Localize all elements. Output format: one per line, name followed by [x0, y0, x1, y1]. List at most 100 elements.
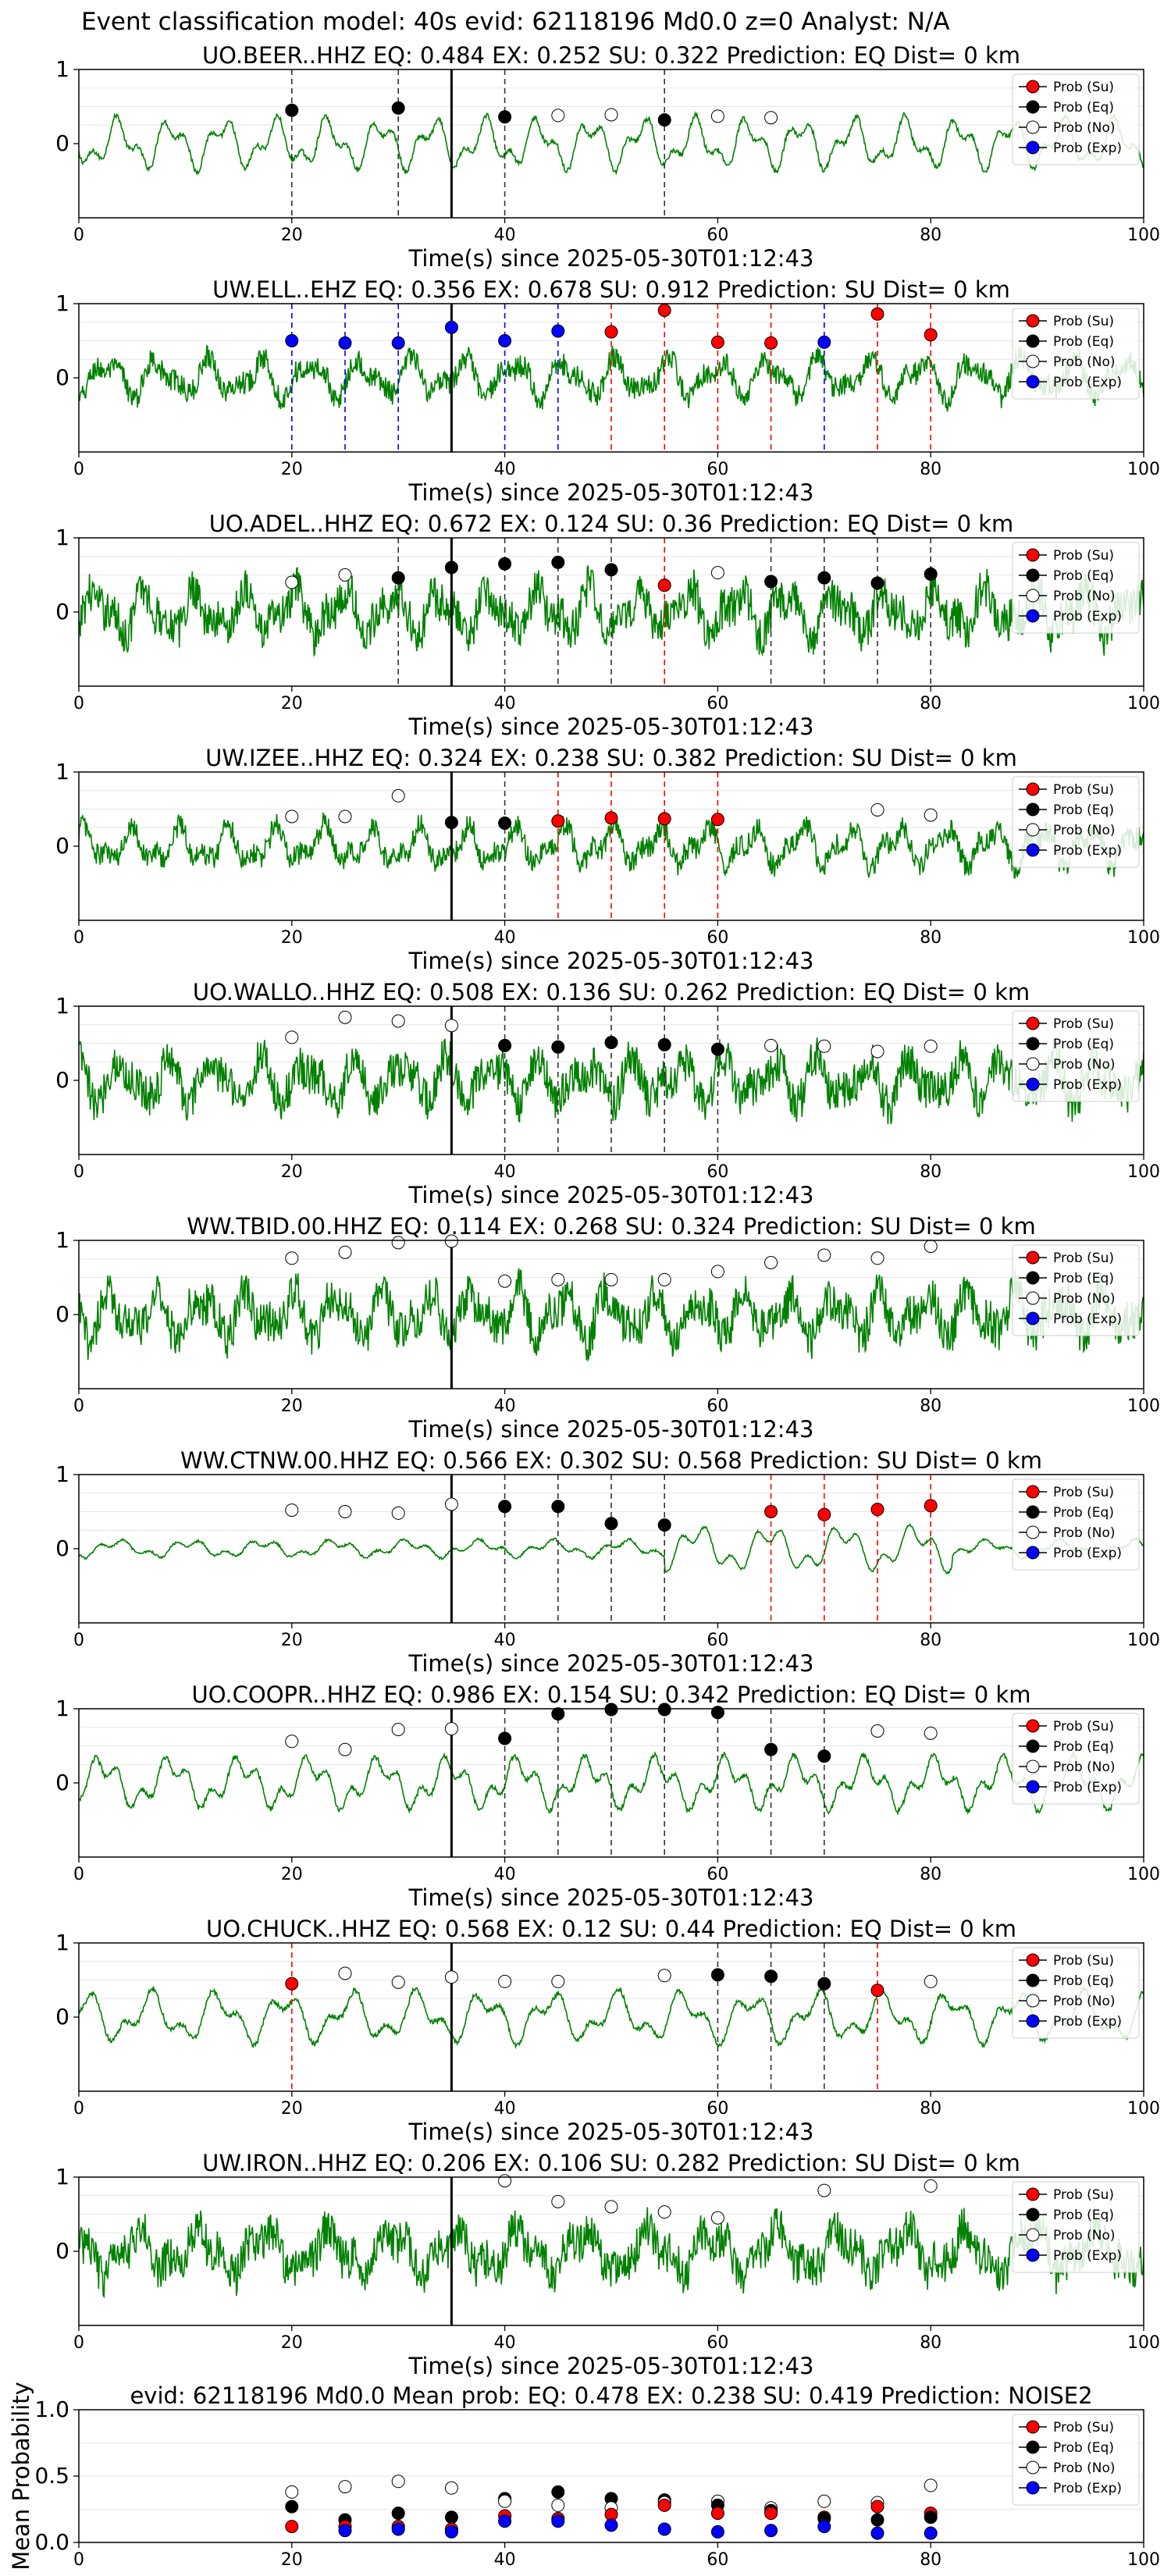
prob-point-no — [444, 1970, 458, 1984]
legend-label-no: Prob (No) — [1053, 589, 1116, 604]
y-tick-label: 0 — [55, 1535, 69, 1561]
x-tick-label: 80 — [920, 460, 941, 479]
legend-label-eq: Prob (Eq) — [1053, 802, 1114, 818]
legend-label-exp: Prob (Exp) — [1053, 1546, 1122, 1561]
legend-label-su: Prob (Su) — [1053, 314, 1114, 329]
legend-box — [1012, 1010, 1140, 1102]
legend-marker-exp — [1026, 1077, 1040, 1091]
legend-label-su: Prob (Su) — [1053, 1485, 1114, 1500]
prob-point-su — [657, 304, 671, 318]
legend-label-eq: Prob (Eq) — [1053, 334, 1114, 350]
prob-point-no — [285, 1030, 299, 1044]
x-tick-label: 40 — [494, 460, 516, 479]
legend-label-exp: Prob (Exp) — [1053, 2014, 1122, 2030]
legend-label-exp: Prob (Exp) — [1053, 2481, 1122, 2496]
prob-point-no — [338, 1966, 352, 1980]
x-tick-label: 40 — [494, 1162, 516, 1182]
legend-label-no: Prob (No) — [1053, 354, 1116, 370]
legend-label-eq: Prob (Eq) — [1053, 2440, 1114, 2456]
prob-point-no — [657, 1969, 671, 1983]
plot-area — [79, 772, 1144, 920]
y-tick-label: 1.0 — [34, 2396, 69, 2422]
legend-label-no: Prob (No) — [1053, 120, 1116, 136]
x-tick-label: 100 — [1127, 1631, 1160, 1650]
prob-point-eq — [764, 1742, 778, 1756]
panel-title: WW.CTNW.00.HHZ EQ: 0.566 EX: 0.302 SU: 0… — [180, 1447, 1042, 1474]
prob-point-no — [710, 566, 724, 580]
panel-title: UW.ELL..EHZ EQ: 0.356 EX: 0.678 SU: 0.91… — [212, 276, 1010, 303]
prob-point-no — [604, 2200, 618, 2214]
legend-label-no: Prob (No) — [1053, 1057, 1116, 1073]
x-tick-label: 100 — [1127, 2333, 1160, 2353]
panel-title: UO.BEER..HHZ EQ: 0.484 EX: 0.252 SU: 0.3… — [202, 42, 1020, 69]
prob-point-no — [870, 1724, 884, 1738]
legend-label-exp: Prob (Exp) — [1053, 843, 1122, 859]
x-tick-label: 80 — [920, 2550, 941, 2570]
prob-point-no — [391, 1975, 405, 1989]
prob-point-exp — [551, 2514, 565, 2528]
prob-point-no — [391, 1723, 405, 1737]
x-tick-label: 100 — [1127, 1865, 1160, 1884]
x-tick-label: 100 — [1127, 694, 1160, 713]
x-tick-label: 0 — [73, 694, 84, 713]
prob-point-su — [924, 1499, 938, 1513]
prob-point-no — [285, 575, 299, 589]
x-tick-label: 60 — [707, 2333, 728, 2353]
prob-point-no — [604, 108, 618, 122]
x-tick-label: 100 — [1127, 460, 1160, 479]
legend-label-no: Prob (No) — [1053, 1291, 1116, 1307]
legend-label-su: Prob (Su) — [1053, 1953, 1114, 1969]
prob-point-su — [870, 307, 884, 321]
prob-point-su — [817, 1507, 831, 1521]
prob-point-exp — [604, 2518, 618, 2532]
y-tick-label: 1 — [55, 1930, 69, 1955]
x-tick-label: 60 — [707, 460, 728, 479]
prob-point-eq — [391, 571, 405, 585]
legend-marker-eq — [1026, 1505, 1040, 1519]
prob-point-eq — [551, 1707, 565, 1721]
plot-area — [79, 1240, 1144, 1389]
prob-point-eq — [870, 576, 884, 590]
legend-box — [1012, 1244, 1140, 1336]
legend-label-eq: Prob (Eq) — [1053, 100, 1114, 116]
prob-point-su — [604, 811, 618, 825]
legend-label-su: Prob (Su) — [1053, 1016, 1114, 1032]
x-tick-label: 40 — [494, 1865, 516, 1884]
legend-marker-su — [1026, 1719, 1040, 1733]
prob-point-eq — [604, 1036, 618, 1050]
prob-point-eq — [285, 103, 299, 117]
legend-box — [1012, 1478, 1140, 1571]
prob-point-no — [551, 2194, 565, 2208]
prob-point-exp — [498, 2514, 512, 2528]
legend-label-exp: Prob (Exp) — [1053, 2248, 1122, 2264]
legend-box — [1012, 73, 1140, 165]
legend-box — [1012, 2414, 1140, 2506]
legend-label-no: Prob (No) — [1053, 1759, 1116, 1775]
y-tick-label: 0 — [55, 833, 69, 859]
y-tick-label: 0 — [55, 130, 69, 156]
prob-point-eq — [710, 1042, 724, 1056]
x-tick-label: 60 — [707, 2550, 728, 2570]
prob-point-su — [764, 2507, 778, 2521]
prob-point-no — [498, 1274, 512, 1288]
prob-point-no — [338, 1742, 352, 1756]
panel-11: 0 20 40 60 80 100 0.0 0.5 1.0 evid: 62118196 Md0.… — [8, 2382, 1160, 2571]
prob-point-no — [924, 1726, 938, 1740]
legend-marker-su — [1026, 1485, 1040, 1499]
y-tick-label: 0 — [55, 1301, 69, 1327]
legend-label-no: Prob (No) — [1053, 2460, 1116, 2476]
prob-point-exp — [498, 334, 512, 347]
prob-point-no — [764, 1256, 778, 1269]
prob-point-su — [657, 812, 671, 826]
y-tick-label: 0 — [55, 2238, 69, 2264]
legend-label-su: Prob (Su) — [1053, 548, 1114, 564]
legend-marker-eq — [1026, 802, 1040, 817]
x-tick-label: 0 — [73, 2333, 84, 2353]
panel-3: 0 20 40 60 80 100 0 1 UO.ADEL..HHZ EQ: 0.672 EX:… — [55, 511, 1160, 740]
prob-point-exp — [817, 335, 831, 349]
y-tick-label: 1 — [55, 759, 69, 785]
prob-point-exp — [657, 2522, 671, 2536]
panel-7: 0 20 40 60 80 100 0 1 WW.CTNW.00.HHZ EQ: 0.566 E… — [55, 1447, 1160, 1677]
prob-point-eq — [924, 2510, 938, 2524]
prob-point-no — [444, 1234, 458, 1248]
